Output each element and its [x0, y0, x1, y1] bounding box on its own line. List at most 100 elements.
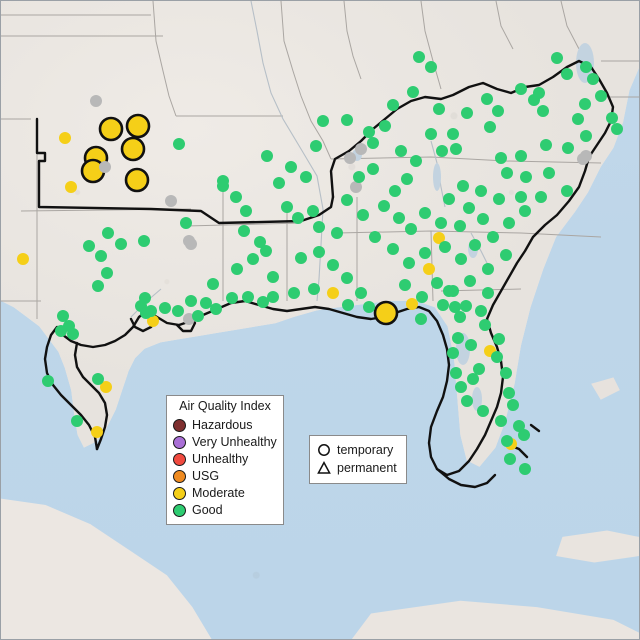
shape-legend-row-temporary[interactable]: temporary — [317, 441, 400, 459]
aqi-station-marker[interactable] — [416, 291, 428, 303]
aqi-station-marker[interactable] — [504, 453, 516, 465]
aqi-station-marker[interactable] — [317, 115, 329, 127]
aqi-station-marker[interactable] — [285, 161, 297, 173]
aqi-station-marker[interactable] — [387, 243, 399, 255]
aqi-station-marker[interactable] — [405, 223, 417, 235]
aqi-station-marker[interactable] — [138, 235, 150, 247]
aqi-station-marker[interactable] — [17, 253, 29, 265]
aqi-station-marker[interactable] — [449, 301, 461, 313]
aqi-station-marker[interactable] — [492, 105, 504, 117]
aqi-station-marker[interactable] — [464, 275, 476, 287]
aqi-station-marker[interactable] — [562, 142, 574, 154]
aqi-station-marker[interactable] — [454, 220, 466, 232]
aqi-station-marker[interactable] — [327, 259, 339, 271]
aqi-station-marker[interactable] — [475, 185, 487, 197]
aqi-station-marker[interactable] — [535, 191, 547, 203]
aqi-station-marker[interactable] — [393, 212, 405, 224]
aqi-station-marker[interactable] — [415, 313, 427, 325]
aqi-station-marker[interactable] — [135, 300, 147, 312]
aqi-station-marker[interactable] — [260, 245, 272, 257]
aqi-station-marker[interactable] — [460, 300, 472, 312]
aqi-station-marker[interactable] — [313, 221, 325, 233]
aqi-station-marker[interactable] — [447, 128, 459, 140]
aqi-station-marker[interactable] — [540, 139, 552, 151]
aqi-station-marker[interactable] — [313, 246, 325, 258]
aqi-station-marker[interactable] — [101, 267, 113, 279]
aqi-station-marker[interactable] — [59, 132, 71, 144]
aqi-station-marker[interactable] — [389, 185, 401, 197]
aqi-station-marker[interactable] — [357, 209, 369, 221]
aqi-station-marker[interactable] — [120, 136, 146, 162]
aqi-station-marker[interactable] — [515, 150, 527, 162]
aqi-station-marker[interactable] — [378, 200, 390, 212]
aqi-station-marker[interactable] — [125, 113, 151, 139]
aqi-station-marker[interactable] — [273, 177, 285, 189]
aqi-station-marker[interactable] — [455, 253, 467, 265]
aqi-station-marker[interactable] — [551, 52, 563, 64]
aqi-station-marker[interactable] — [247, 253, 259, 265]
aqi-legend-row-usg[interactable]: USG — [173, 468, 278, 485]
aqi-station-marker[interactable] — [484, 121, 496, 133]
aqi-legend-row-moderate[interactable]: Moderate — [173, 485, 278, 502]
aqi-station-marker[interactable] — [455, 381, 467, 393]
aqi-station-marker[interactable] — [518, 429, 530, 441]
aqi-station-marker[interactable] — [495, 415, 507, 427]
aqi-legend-row-very-unhealthy[interactable]: Very Unhealthy — [173, 434, 278, 451]
aqi-station-marker[interactable] — [342, 299, 354, 311]
aqi-station-marker[interactable] — [238, 225, 250, 237]
aqi-station-marker[interactable] — [495, 152, 507, 164]
aqi-station-marker[interactable] — [439, 241, 451, 253]
aqi-station-marker[interactable] — [99, 161, 111, 173]
aqi-station-marker[interactable] — [173, 138, 185, 150]
aqi-station-marker[interactable] — [254, 236, 266, 248]
aqi-station-marker[interactable] — [436, 145, 448, 157]
aqi-station-marker[interactable] — [288, 287, 300, 299]
aqi-station-marker[interactable] — [463, 202, 475, 214]
shape-legend-items[interactable]: temporary permanent — [310, 436, 406, 483]
aqi-station-marker[interactable] — [503, 387, 515, 399]
aqi-station-marker[interactable] — [341, 194, 353, 206]
aqi-station-marker[interactable] — [185, 238, 197, 250]
aqi-station-marker[interactable] — [461, 395, 473, 407]
aqi-station-marker[interactable] — [369, 231, 381, 243]
aqi-station-marker[interactable] — [300, 171, 312, 183]
aqi-station-marker[interactable] — [165, 195, 177, 207]
aqi-station-marker[interactable] — [561, 185, 573, 197]
aqi-station-marker[interactable] — [467, 373, 479, 385]
aqi-station-marker[interactable] — [454, 311, 466, 323]
aqi-station-marker[interactable] — [500, 249, 512, 261]
aqi-station-marker[interactable] — [481, 93, 493, 105]
aqi-station-marker[interactable] — [519, 463, 531, 475]
aqi-station-marker[interactable] — [484, 345, 496, 357]
aqi-station-marker[interactable] — [124, 167, 150, 193]
aqi-station-marker[interactable] — [579, 98, 591, 110]
aqi-station-marker[interactable] — [572, 113, 584, 125]
aqi-station-marker[interactable] — [185, 295, 197, 307]
aqi-station-marker[interactable] — [159, 302, 171, 314]
aqi-station-marker[interactable] — [261, 150, 273, 162]
aqi-station-marker[interactable] — [450, 143, 462, 155]
aqi-station-marker[interactable] — [310, 140, 322, 152]
aqi-station-marker[interactable] — [341, 272, 353, 284]
aqi-station-marker[interactable] — [180, 217, 192, 229]
aqi-station-marker[interactable] — [295, 252, 307, 264]
aqi-station-marker[interactable] — [543, 167, 555, 179]
aqi-station-marker[interactable] — [435, 217, 447, 229]
aqi-legend-items[interactable]: Hazardous Very Unhealthy Unhealthy USG Moder… — [167, 417, 283, 524]
aqi-station-marker[interactable] — [350, 181, 362, 193]
aqi-station-marker[interactable] — [477, 213, 489, 225]
aqi-station-marker[interactable] — [115, 238, 127, 250]
aqi-station-marker[interactable] — [423, 263, 435, 275]
aqi-station-marker[interactable] — [419, 247, 431, 259]
aqi-station-marker[interactable] — [611, 123, 623, 135]
aqi-station-marker[interactable] — [519, 205, 531, 217]
aqi-station-marker[interactable] — [437, 299, 449, 311]
aqi-station-marker[interactable] — [92, 373, 104, 385]
aqi-station-marker[interactable] — [433, 232, 445, 244]
aqi-station-marker[interactable] — [95, 250, 107, 262]
aqi-station-marker[interactable] — [83, 240, 95, 252]
aqi-station-marker[interactable] — [515, 191, 527, 203]
aqi-station-marker[interactable] — [63, 320, 75, 332]
aqi-station-marker[interactable] — [100, 381, 112, 393]
